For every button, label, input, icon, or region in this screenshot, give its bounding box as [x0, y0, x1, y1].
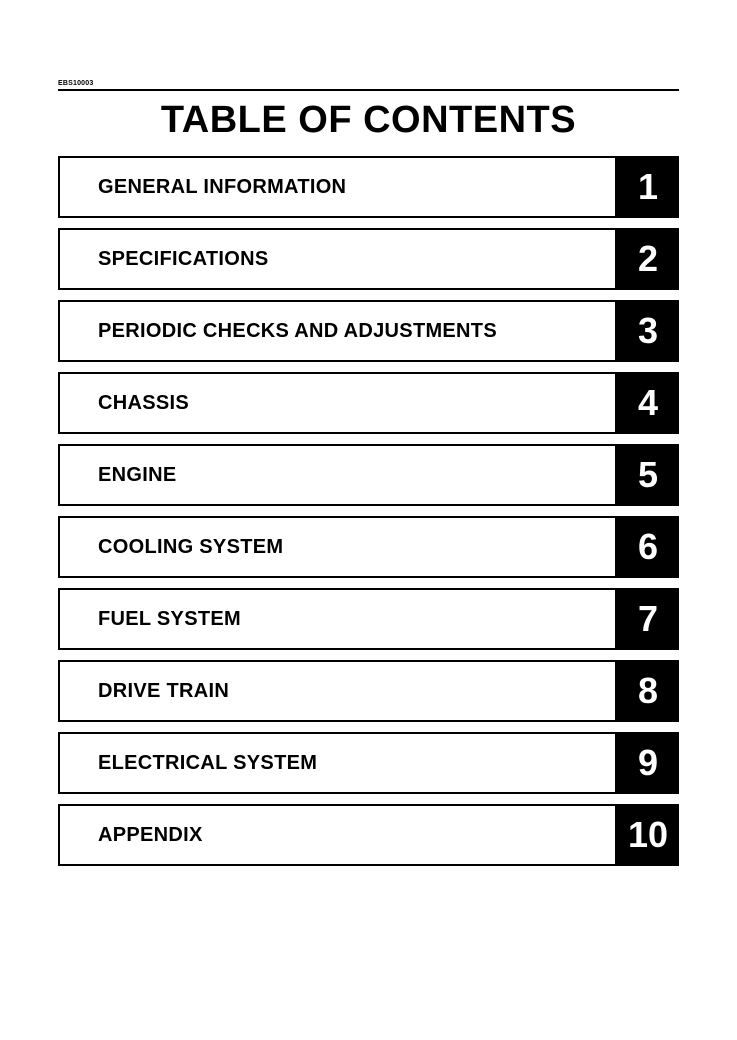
toc-row: SPECIFICATIONS 2 [58, 228, 679, 290]
toc-label: ENGINE [58, 444, 617, 506]
toc-label: SPECIFICATIONS [58, 228, 617, 290]
toc-row: ELECTRICAL SYSTEM 9 [58, 732, 679, 794]
toc-label: FUEL SYSTEM [58, 588, 617, 650]
document-code: EBS10003 [58, 80, 679, 87]
toc-row: APPENDIX 10 [58, 804, 679, 866]
toc-row: COOLING SYSTEM 6 [58, 516, 679, 578]
toc-number: 9 [617, 732, 679, 794]
toc-number: 10 [617, 804, 679, 866]
toc-label: APPENDIX [58, 804, 617, 866]
toc-number: 4 [617, 372, 679, 434]
page-title: TABLE OF CONTENTS [58, 99, 679, 142]
toc-row: DRIVE TRAIN 8 [58, 660, 679, 722]
toc-label: CHASSIS [58, 372, 617, 434]
toc-row: ENGINE 5 [58, 444, 679, 506]
toc-label: PERIODIC CHECKS AND ADJUSTMENTS [58, 300, 617, 362]
toc-number: 8 [617, 660, 679, 722]
toc-row: GENERAL INFORMATION 1 [58, 156, 679, 218]
toc-number: 1 [617, 156, 679, 218]
toc-number: 5 [617, 444, 679, 506]
toc-label: ELECTRICAL SYSTEM [58, 732, 617, 794]
toc-label: GENERAL INFORMATION [58, 156, 617, 218]
toc-number: 6 [617, 516, 679, 578]
top-divider [58, 89, 679, 91]
toc-number: 3 [617, 300, 679, 362]
toc-row: FUEL SYSTEM 7 [58, 588, 679, 650]
toc-number: 2 [617, 228, 679, 290]
toc-label: COOLING SYSTEM [58, 516, 617, 578]
toc-row: PERIODIC CHECKS AND ADJUSTMENTS 3 [58, 300, 679, 362]
toc-list: GENERAL INFORMATION 1 SPECIFICATIONS 2 P… [58, 156, 679, 866]
toc-row: CHASSIS 4 [58, 372, 679, 434]
toc-label: DRIVE TRAIN [58, 660, 617, 722]
toc-number: 7 [617, 588, 679, 650]
